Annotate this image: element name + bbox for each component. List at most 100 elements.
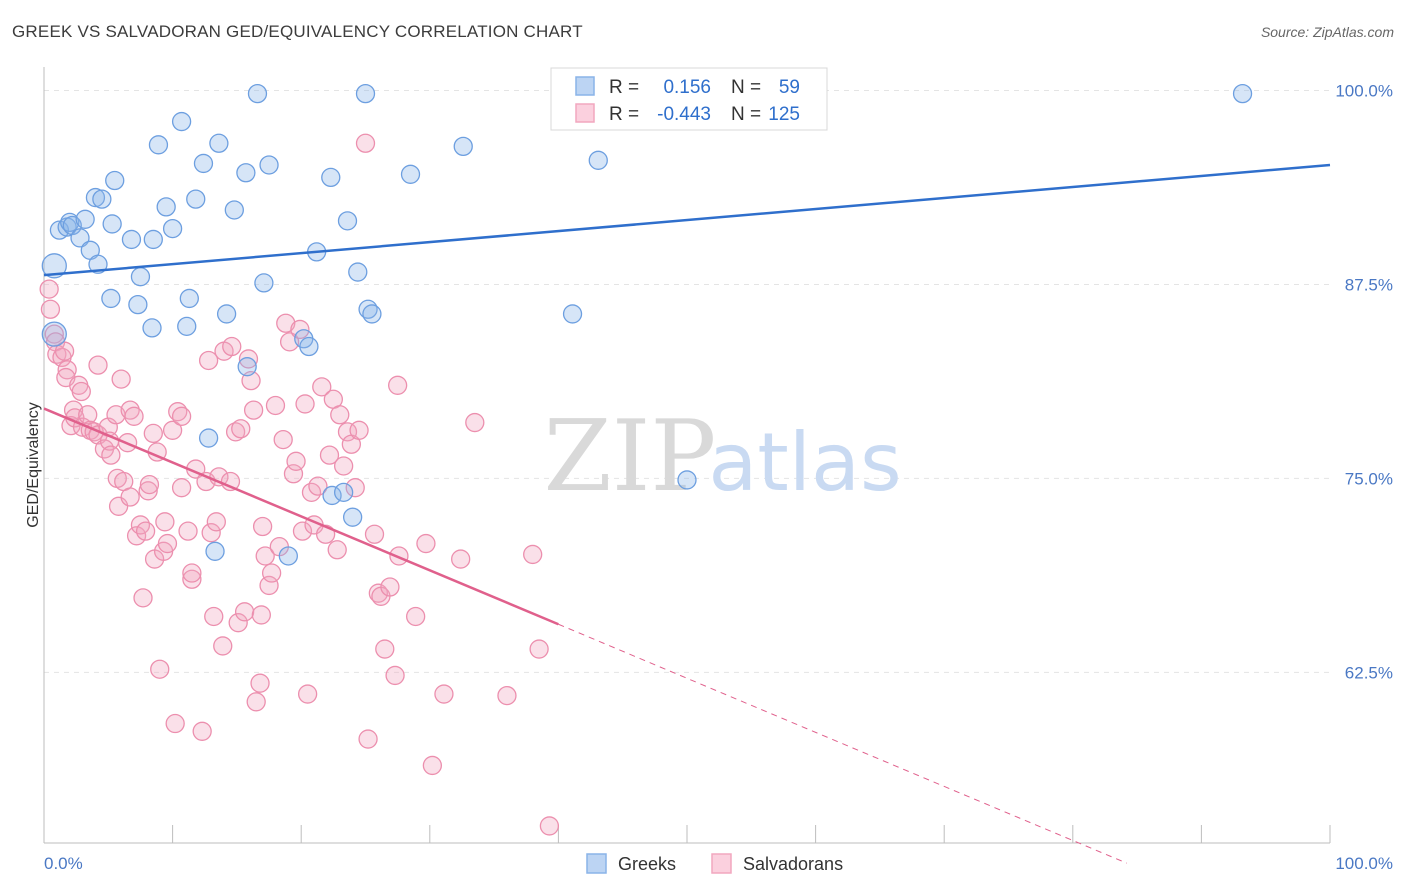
salvadoran-point <box>265 395 286 416</box>
salvadoran-point <box>40 299 61 319</box>
salvadoran-point <box>292 521 313 541</box>
salvadoran-point <box>155 512 175 532</box>
salvadoran-point <box>250 673 270 693</box>
salvadoran-point <box>182 569 202 589</box>
greek-point <box>236 163 256 183</box>
legend-n-value-greeks: 59 <box>779 77 800 98</box>
salvadoran-point <box>330 405 350 425</box>
greek-point <box>209 133 229 153</box>
watermark: ZIP atlas <box>544 400 902 514</box>
salvadoran-point <box>130 515 151 535</box>
greek-point <box>224 200 244 220</box>
salvadoran-point <box>78 405 98 425</box>
legend-n-label-greeks: N = <box>731 77 761 98</box>
greek-point <box>128 294 148 315</box>
salvadoran-point <box>178 521 198 541</box>
greek-point <box>177 316 197 336</box>
salvadoran-point <box>259 575 279 596</box>
salvadoran-point <box>39 279 59 299</box>
salvadoran-point <box>133 588 153 608</box>
greek-point <box>588 150 608 170</box>
greek-point <box>205 541 225 561</box>
legend-r-label-greeks: R = <box>609 77 639 98</box>
greek-point <box>299 336 319 357</box>
salvadoran-point <box>345 478 365 498</box>
salvadorans-bottom-swatch <box>711 853 732 874</box>
greek-point <box>337 211 358 231</box>
greek-point <box>278 546 298 566</box>
greek-point <box>156 197 176 217</box>
greek-point <box>88 254 108 274</box>
greek-point <box>171 111 192 132</box>
salvadoran-point <box>385 665 405 686</box>
y-tick-label-0: 62.5% <box>1345 663 1393 682</box>
salvadoran-point <box>283 464 304 484</box>
salvadoran-point <box>204 606 224 627</box>
salvadoran-point <box>279 332 300 352</box>
salvadorans-points <box>39 133 560 836</box>
salvadoran-point <box>497 685 517 706</box>
greek-point <box>333 482 354 503</box>
greeks-points <box>41 83 1253 566</box>
legend-n-value-salvadorans: 125 <box>768 104 800 125</box>
salvadoran-point <box>135 521 156 541</box>
salvadoran-point <box>126 526 147 546</box>
greek-point <box>321 167 341 188</box>
greek-point <box>142 318 162 338</box>
salvadoran-point <box>150 659 170 679</box>
salvadoran-point <box>228 613 248 633</box>
salvadoran-point <box>138 481 158 501</box>
watermark-atlas: atlas <box>708 416 901 509</box>
salvadoran-point <box>297 684 318 704</box>
greek-point <box>85 187 106 208</box>
salvadoran-point <box>192 721 212 741</box>
salvadoran-point <box>44 324 64 344</box>
salvadoran-point <box>273 429 293 450</box>
salvadoran-point <box>139 474 160 495</box>
greeks-bottom-label: Greeks <box>618 854 676 874</box>
salvadoran-point <box>238 349 259 369</box>
salvadoran-point <box>243 400 264 420</box>
salvadoran-point <box>120 487 140 507</box>
salvadoran-point <box>206 512 226 532</box>
greek-point <box>216 304 237 324</box>
series-legend: Greeks Salvadorans <box>586 853 843 874</box>
salvadoran-point <box>124 406 144 426</box>
salvadoran-point <box>358 729 378 749</box>
salvadoran-point <box>286 451 306 471</box>
greek-point <box>342 507 363 527</box>
greek-point <box>400 164 421 184</box>
salvadoran-point <box>201 523 221 543</box>
salvadoran-point <box>387 375 408 395</box>
salvadorans-trend-extension <box>558 623 1128 864</box>
greek-point <box>322 485 342 506</box>
salvadoran-point <box>101 445 121 465</box>
tick-labels: 62.5% 75.0% 87.5% 100.0% 0.0% 100.0% <box>44 82 1393 873</box>
salvadoran-point <box>319 445 340 465</box>
greek-point <box>355 83 376 104</box>
salvadoran-point <box>349 420 369 440</box>
salvadoran-point <box>308 476 328 496</box>
salvadoran-point <box>255 546 275 566</box>
salvadoran-point <box>157 533 178 554</box>
greek-point <box>130 267 151 287</box>
grid-lines <box>44 90 1330 673</box>
salvadorans-bottom-label: Salvadorans <box>743 854 843 874</box>
greek-point <box>121 229 142 250</box>
salvadoran-point <box>465 412 485 433</box>
salvadoran-point <box>198 350 219 371</box>
salvadorans-legend-swatch <box>575 103 595 123</box>
x-tick-label-1: 100.0% <box>1335 854 1393 873</box>
salvadoran-point <box>539 816 560 836</box>
salvadoran-point <box>333 456 354 476</box>
salvadoran-point <box>162 420 183 440</box>
trend-lines <box>43 163 1331 864</box>
salvadoran-point <box>111 369 131 389</box>
salvadoran-point <box>182 563 202 583</box>
greek-point <box>41 253 67 279</box>
salvadoran-point <box>165 713 185 734</box>
salvadoran-point <box>375 639 395 659</box>
greek-point <box>148 135 169 155</box>
salvadoran-point <box>231 419 251 439</box>
salvadoran-point <box>213 636 233 656</box>
